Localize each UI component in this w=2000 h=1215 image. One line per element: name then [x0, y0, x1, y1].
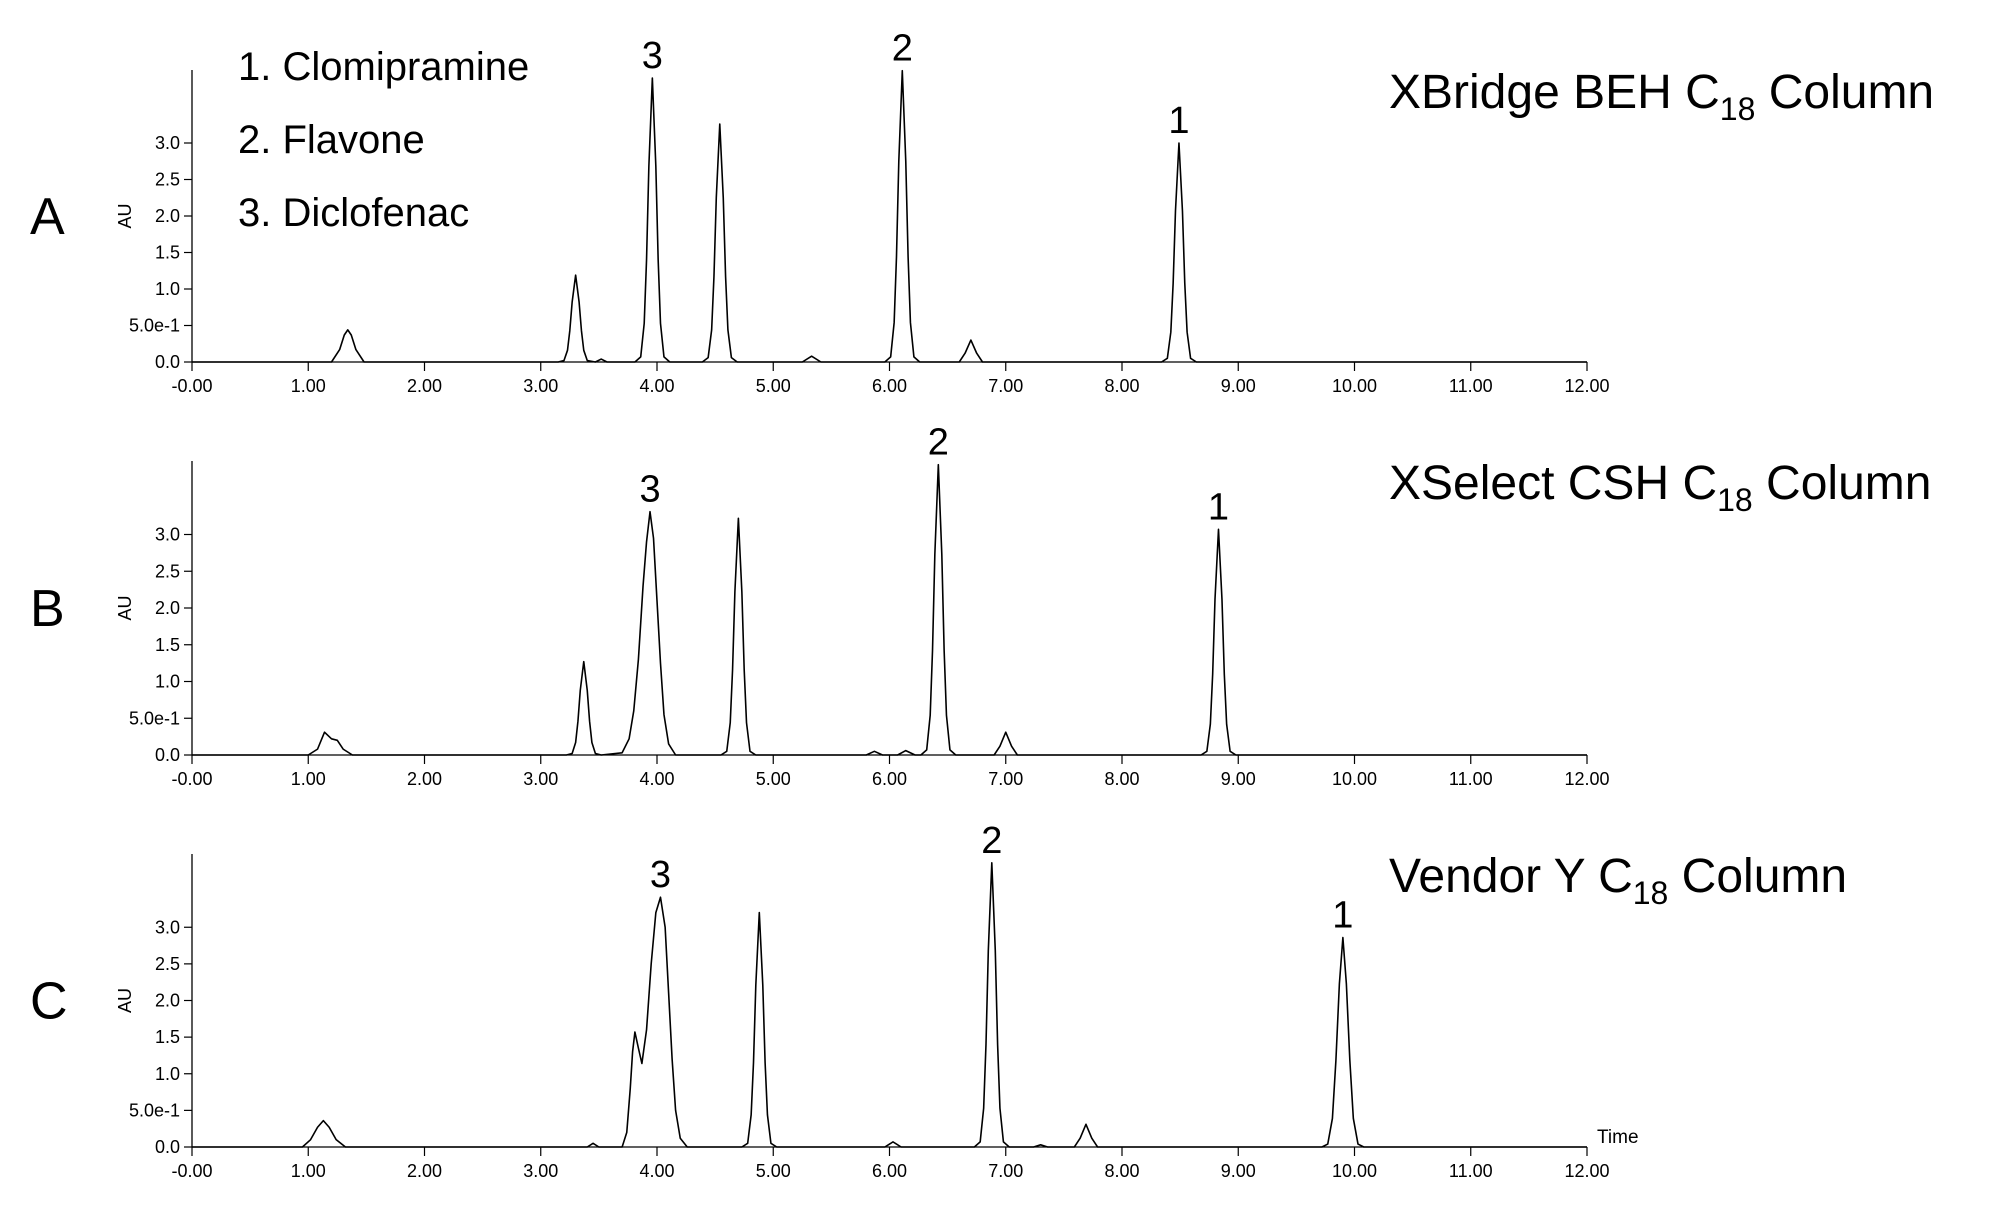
- y-tick-label: 2.0: [155, 991, 180, 1011]
- x-tick-label: 10.00: [1332, 769, 1377, 789]
- x-tick-label: 10.00: [1332, 1161, 1377, 1181]
- x-tick-label: -0.00: [171, 769, 212, 789]
- x-tick-label: 4.00: [639, 376, 674, 396]
- x-tick-label: 1.00: [291, 769, 326, 789]
- x-tick-label: 7.00: [988, 1161, 1023, 1181]
- y-tick-label: 1.0: [155, 279, 180, 299]
- panel-letter: C: [30, 973, 68, 1031]
- title-part: 18: [1633, 875, 1669, 911]
- x-tick-label: 3.00: [523, 376, 558, 396]
- title-part: Column: [1753, 457, 1932, 510]
- y-axis-label: AU: [115, 203, 135, 228]
- y-tick-label: 1.0: [155, 672, 180, 692]
- title-part: 18: [1717, 482, 1753, 518]
- x-tick-label: 8.00: [1104, 1161, 1139, 1181]
- y-tick-label: 0.0: [155, 352, 180, 372]
- trace-line: [192, 69, 1587, 363]
- x-tick-label: 5.00: [756, 376, 791, 396]
- x-tick-label: 12.00: [1564, 376, 1609, 396]
- y-tick-label: 1.0: [155, 1064, 180, 1084]
- x-tick-label: 6.00: [872, 376, 907, 396]
- x-tick-label: 9.00: [1221, 1161, 1256, 1181]
- x-tick-label: 5.00: [756, 769, 791, 789]
- x-tick-label: 7.00: [988, 376, 1023, 396]
- y-axis-label: AU: [115, 988, 135, 1013]
- x-tick-label: 11.00: [1449, 769, 1493, 789]
- y-tick-label: 5.0e-1: [129, 708, 180, 728]
- y-tick-label: 1.5: [155, 243, 180, 263]
- compound-entry: 3. Diclofenac: [238, 191, 469, 235]
- y-tick-label: 2.5: [155, 170, 180, 190]
- compound-entry: 2. Flavone: [238, 118, 425, 162]
- title-part: XBridge BEH C: [1389, 66, 1720, 119]
- x-tick-label: 1.00: [291, 1161, 326, 1181]
- title-part: 18: [1720, 91, 1756, 127]
- x-tick-label: -0.00: [171, 376, 212, 396]
- chart-panel: 0.0 5.0e-1 1.0 1.5 2.0 2.5 3.0 -0.00 1.00 2.00 3.0…: [30, 28, 1934, 396]
- chart-panel: 0.0 5.0e-1 1.0 1.5 2.0 2.5 3.0 -0.00 1.00 2.00 3.0…: [30, 820, 1847, 1181]
- y-tick-label: 2.5: [155, 954, 180, 974]
- x-tick-label: 1.00: [291, 376, 326, 396]
- x-tick-label: 5.00: [756, 1161, 791, 1181]
- y-tick-label: 2.0: [155, 206, 180, 226]
- panel-title: XSelect CSH C18 Column: [1389, 457, 1931, 518]
- y-tick-label: 1.5: [155, 1027, 180, 1047]
- x-tick-label: 12.00: [1564, 1161, 1609, 1181]
- peak-label: 3: [642, 35, 663, 77]
- x-tick-label: 8.00: [1104, 769, 1139, 789]
- title-part: XSelect CSH C: [1389, 457, 1717, 510]
- peak-label: 1: [1332, 895, 1353, 937]
- x-tick-label: 6.00: [872, 769, 907, 789]
- y-tick-label: 5.0e-1: [129, 1100, 180, 1120]
- x-tick-label: 2.00: [407, 1161, 442, 1181]
- peak-label: 2: [892, 28, 913, 70]
- x-tick-label: 9.00: [1221, 376, 1256, 396]
- x-tick-label: 9.00: [1221, 769, 1256, 789]
- x-tick-label: 10.00: [1332, 376, 1377, 396]
- x-tick-label: 11.00: [1449, 376, 1493, 396]
- x-tick-label: 4.00: [639, 1161, 674, 1181]
- trace-line: [192, 861, 1587, 1148]
- x-axis-label: Time: [1597, 1127, 1639, 1148]
- panel-letter: B: [30, 580, 65, 638]
- y-tick-label: 2.5: [155, 561, 180, 581]
- x-tick-label: 4.00: [639, 769, 674, 789]
- x-tick-label: 6.00: [872, 1161, 907, 1181]
- y-tick-label: 3.0: [155, 917, 180, 937]
- peak-label: 1: [1208, 486, 1229, 528]
- x-tick-label: 11.00: [1449, 1161, 1493, 1181]
- trace-line: [192, 463, 1587, 756]
- y-tick-label: 3.0: [155, 133, 180, 153]
- x-tick-label: -0.00: [171, 1161, 212, 1181]
- y-tick-label: 5.0e-1: [129, 316, 180, 336]
- x-tick-label: 2.00: [407, 769, 442, 789]
- compound-entry: 1. Clomipramine: [238, 45, 529, 89]
- x-tick-label: 8.00: [1104, 376, 1139, 396]
- x-tick-label: 2.00: [407, 376, 442, 396]
- peak-label: 2: [928, 422, 949, 464]
- title-part: Vendor Y C: [1389, 850, 1633, 903]
- x-tick-label: 3.00: [523, 1161, 558, 1181]
- panel-letter: A: [30, 188, 65, 246]
- y-axis-label: AU: [115, 595, 135, 620]
- peak-label: 1: [1168, 100, 1189, 142]
- panel-title: Vendor Y C18 Column: [1389, 850, 1847, 911]
- y-tick-label: 0.0: [155, 1137, 180, 1157]
- x-tick-label: 12.00: [1564, 769, 1609, 789]
- y-tick-label: 0.0: [155, 745, 180, 765]
- title-part: Column: [1755, 66, 1934, 119]
- x-tick-label: 3.00: [523, 769, 558, 789]
- y-tick-label: 2.0: [155, 598, 180, 618]
- peak-label: 3: [639, 469, 660, 511]
- y-tick-label: 1.5: [155, 635, 180, 655]
- panel-title: XBridge BEH C18 Column: [1389, 66, 1934, 127]
- peak-label: 2: [981, 820, 1002, 862]
- chart-panel: 0.0 5.0e-1 1.0 1.5 2.0 2.5 3.0 -0.00 1.00 2.00 3.0…: [30, 422, 1931, 789]
- x-tick-label: 7.00: [988, 769, 1023, 789]
- y-tick-label: 3.0: [155, 525, 180, 545]
- title-part: Column: [1668, 850, 1847, 903]
- peak-label: 3: [650, 854, 671, 896]
